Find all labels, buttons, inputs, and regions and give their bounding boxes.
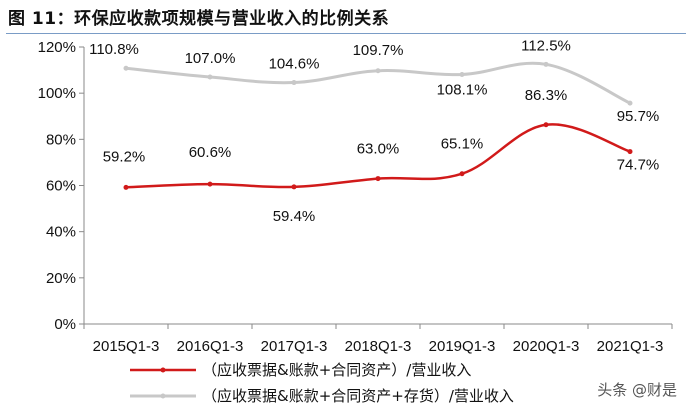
series-1-point (543, 122, 549, 128)
series-2-point (543, 61, 549, 67)
x-tick-label: 2015Q1-3 (93, 338, 160, 355)
series-1-point (459, 171, 465, 177)
series-1-data-label: 65.1% (441, 136, 484, 153)
series-2-point (375, 68, 381, 74)
y-tick-label: 40% (46, 224, 76, 241)
series-2-data-label: 104.6% (269, 56, 320, 73)
x-tick-label: 2018Q1-3 (345, 338, 412, 355)
y-tick-label: 100% (38, 85, 76, 102)
series-1-point (207, 181, 213, 187)
series-2-data-label: 110.8% (89, 41, 139, 58)
x-tick-label: 2020Q1-3 (513, 338, 580, 355)
y-tick-label: 80% (46, 131, 76, 148)
x-tick-label: 2016Q1-3 (177, 338, 244, 355)
x-tick-label: 2021Q1-3 (597, 338, 664, 355)
series-2-point (123, 65, 129, 71)
series-1-point (627, 149, 633, 155)
legend-label-1: （应收票据&账款+合同资产）/营业收入 (202, 361, 471, 379)
series-1-data-label: 63.0% (357, 141, 400, 158)
title-rule (6, 33, 686, 34)
series-1-point (123, 184, 129, 190)
series-1-data-label: 59.2% (103, 148, 146, 165)
y-tick-label: 0% (54, 316, 76, 333)
y-tick-label: 60% (46, 178, 76, 195)
series-1-data-label: 86.3% (525, 87, 568, 104)
legend-marker-2 (160, 393, 166, 399)
series-2-point (459, 71, 465, 77)
series-2-point (627, 100, 633, 106)
series-1-point (291, 184, 297, 190)
series-2-point (207, 74, 213, 80)
series-1-point (375, 176, 381, 182)
legend-marker-1 (160, 367, 166, 373)
series-2-data-label: 109.7% (353, 42, 404, 59)
series-2-data-label: 95.7% (617, 108, 660, 125)
legend-label-2: （应收票据&账款+合同资产+存货）/营业收入 (202, 387, 514, 405)
x-tick-label: 2017Q1-3 (261, 338, 328, 355)
y-tick-label: 20% (46, 270, 76, 287)
series-1-data-label: 59.4% (273, 208, 316, 225)
series-2-data-label: 108.1% (437, 81, 488, 98)
watermark: 头条 @财是 (594, 378, 680, 401)
x-tick-label: 2019Q1-3 (429, 338, 496, 355)
series-2-data-label: 112.5% (521, 37, 571, 54)
series-2-point (291, 80, 297, 86)
figure-title: 图 11：环保应收款项规模与营业收入的比例关系 (8, 9, 390, 29)
y-tick-label: 120% (38, 39, 76, 56)
series-2-data-label: 107.0% (185, 50, 236, 67)
series-1-data-label: 74.7% (617, 157, 660, 174)
watermark-text: 头条 @财是 (597, 381, 677, 399)
series-1-data-label: 60.6% (189, 144, 232, 161)
